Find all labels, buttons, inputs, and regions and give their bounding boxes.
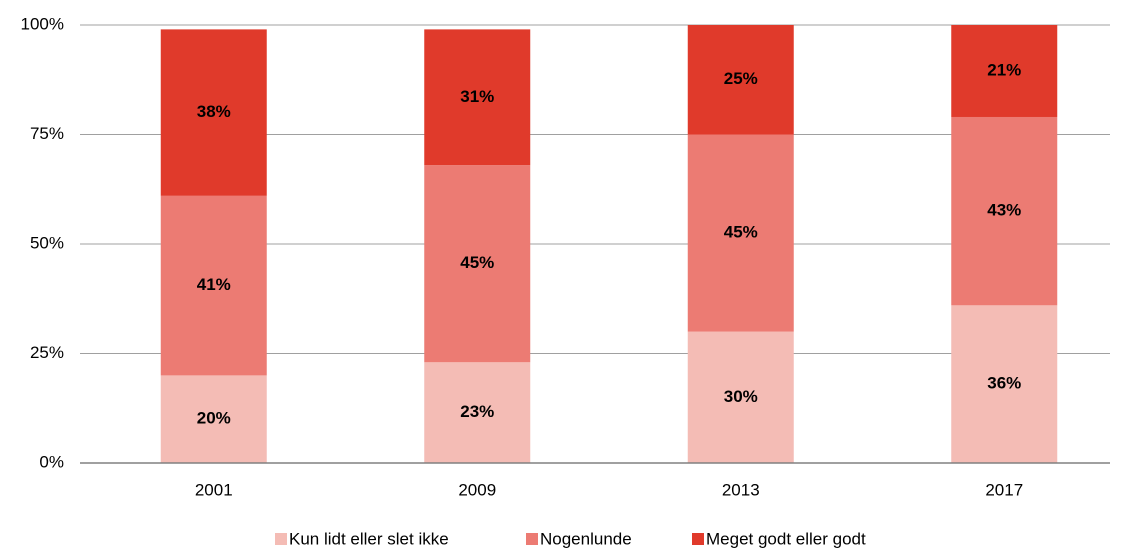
value-label: 36% (987, 374, 1021, 393)
bar-segment (687, 331, 794, 463)
value-label: 31% (460, 87, 494, 106)
x-tick-label: 2017 (985, 480, 1023, 499)
bar-segment (424, 165, 531, 363)
value-label: 30% (724, 387, 758, 406)
bar-segment (424, 29, 531, 166)
bar-segment (951, 305, 1058, 463)
bar-segment (424, 362, 531, 463)
legend-swatch (526, 533, 538, 545)
y-tick-label: 75% (30, 124, 64, 143)
value-label: 43% (987, 201, 1021, 220)
value-label: 41% (197, 275, 231, 294)
value-label: 21% (987, 60, 1021, 79)
value-label: 45% (724, 223, 758, 242)
value-label: 23% (460, 402, 494, 421)
bar-segment (687, 134, 794, 332)
value-label: 38% (197, 102, 231, 121)
legend-swatch (692, 533, 704, 545)
y-tick-label: 25% (30, 343, 64, 362)
legend-label: Nogenlunde (540, 529, 632, 548)
bar-segment (160, 375, 267, 463)
x-tick-label: 2009 (458, 480, 496, 499)
legend-label: Meget godt eller godt (706, 529, 866, 548)
x-tick-label: 2001 (195, 480, 233, 499)
legend-swatch (275, 533, 287, 545)
bar-segment (951, 25, 1058, 117)
y-tick-label: 50% (30, 233, 64, 252)
bar-segment (951, 116, 1058, 306)
x-tick-label: 2013 (722, 480, 760, 499)
value-label: 20% (197, 409, 231, 428)
bar-segment (160, 195, 267, 376)
bar-segment (160, 29, 267, 196)
y-tick-label: 0% (39, 452, 64, 471)
bar-segment (687, 25, 794, 135)
value-label: 45% (460, 253, 494, 272)
value-label: 25% (724, 69, 758, 88)
legend-label: Kun lidt eller slet ikke (289, 529, 449, 548)
y-tick-label: 100% (21, 14, 64, 33)
